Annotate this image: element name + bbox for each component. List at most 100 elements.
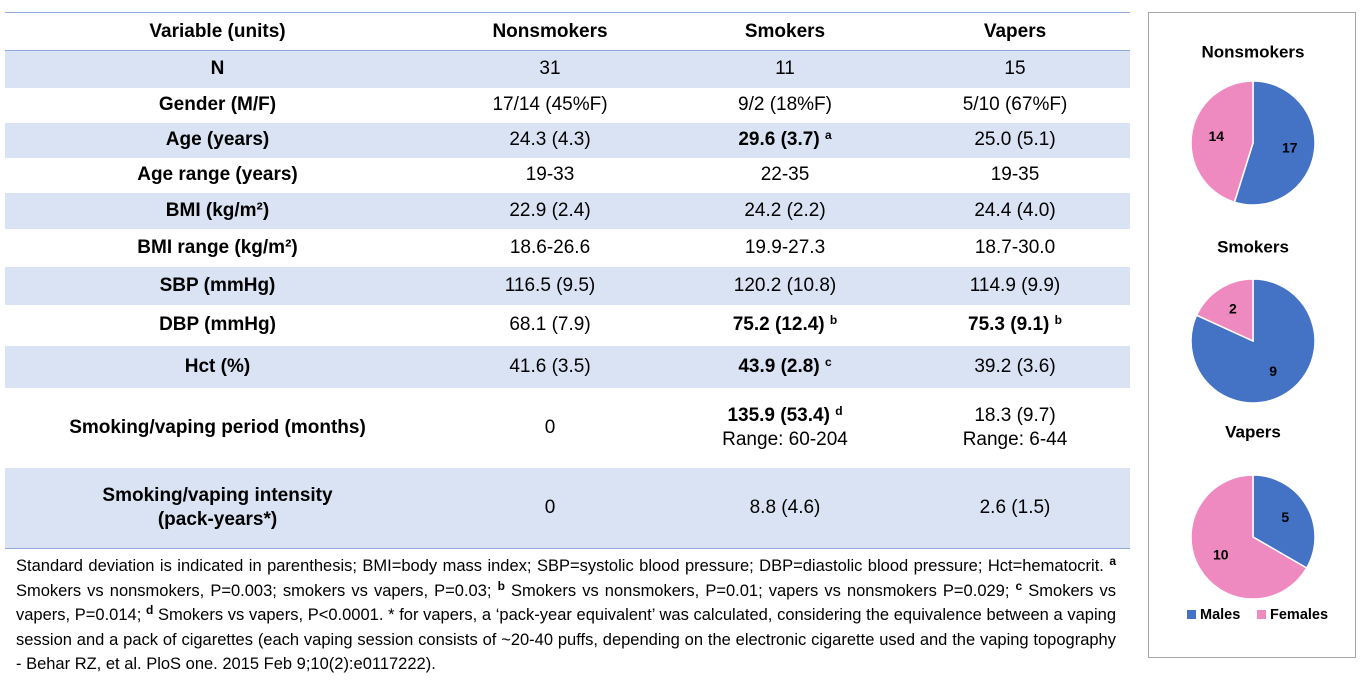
cell-text: 43.9 (2.8) bbox=[738, 355, 820, 377]
slice-label: 9 bbox=[1269, 363, 1277, 379]
pie-slice bbox=[1233, 80, 1316, 206]
pie-slice bbox=[1190, 474, 1308, 600]
header-text: Nonsmokers bbox=[492, 20, 608, 42]
table-row: DBP (mmHg) 68.1 (7.9) 75.2 (12.4) b 75.3 (9… bbox=[5, 305, 1130, 346]
cell-text: 29.6 (3.7) bbox=[738, 129, 820, 150]
cell-text: Gender (M/F) bbox=[158, 94, 277, 115]
cell-text: BMI (kg/m²) bbox=[165, 199, 270, 221]
cell: 31 bbox=[430, 50, 670, 88]
cell: 19-33 bbox=[430, 158, 670, 193]
cell-text: 5/10 (67%F) bbox=[962, 94, 1068, 115]
cell: 114.9 (9.9) bbox=[900, 266, 1130, 305]
footnote-text: Standard deviation is indicated in paren… bbox=[16, 557, 1110, 575]
header-text: Smokers bbox=[744, 20, 826, 42]
superscript: d bbox=[835, 403, 843, 418]
cell-text: 9/2 (18%F) bbox=[738, 94, 832, 115]
superscript: b bbox=[1054, 313, 1062, 327]
cell-text: 75.2 (12.4) bbox=[732, 314, 825, 335]
cell-line: Range: 60-204 bbox=[670, 428, 900, 452]
slice-label: 10 bbox=[1213, 546, 1229, 562]
footnote-text: Smokers vs vapers, P=0.014; bbox=[16, 581, 1116, 625]
row-label: Age (years) bbox=[5, 122, 430, 158]
footnote: Standard deviation is indicated in paren… bbox=[16, 554, 1116, 677]
header-cell: Vapers bbox=[900, 12, 1130, 51]
cell-text: 39.2 (3.6) bbox=[974, 355, 1056, 377]
cell-text: 68.1 (7.9) bbox=[509, 314, 591, 335]
row-label: BMI range (kg/m²) bbox=[5, 229, 430, 267]
cell: 18.3 (9.7) Range: 6-44 bbox=[900, 388, 1130, 468]
cell-text: 2.6 (1.5) bbox=[979, 496, 1051, 518]
superscript: b bbox=[497, 578, 505, 593]
pie-title: Nonsmokers bbox=[1202, 42, 1305, 61]
pie-panel: Nonsmokers 17 14 Smokers 9 2 Vapers 5 10 Males Fem… bbox=[1148, 12, 1356, 658]
pie-title: Vapers bbox=[1225, 422, 1281, 441]
footnote-text: Smokers vs vapers, P<0.0001. * for vaper… bbox=[16, 606, 1117, 673]
row-label: BMI (kg/m²) bbox=[5, 192, 430, 229]
slice-label: 17 bbox=[1282, 139, 1298, 155]
cell-text: 17/14 (45%F) bbox=[492, 94, 608, 115]
legend-swatch bbox=[1187, 610, 1196, 619]
cell: 0 bbox=[430, 388, 670, 468]
cell: 0 bbox=[430, 467, 670, 549]
table-row: N 31 11 15 bbox=[5, 50, 1130, 88]
cell-text: 31 bbox=[539, 58, 561, 80]
cell-text: 18.3 (9.7) bbox=[974, 404, 1056, 426]
cell-text: Age range (years) bbox=[137, 164, 298, 185]
pie-slice bbox=[1195, 278, 1254, 343]
cell: 135.9 (53.4) d Range: 60-204 bbox=[670, 388, 900, 468]
cell-line: (pack-years*) bbox=[5, 508, 430, 532]
cell-text: Smoking/vaping period (months) bbox=[69, 416, 366, 438]
cell-text: 0 bbox=[544, 496, 556, 518]
cell-text: 120.2 (10.8) bbox=[733, 274, 837, 296]
cell: 24.2 (2.2) bbox=[670, 192, 900, 229]
cell-text: Range: 6-44 bbox=[962, 428, 1068, 450]
row-label: DBP (mmHg) bbox=[5, 305, 430, 346]
cell-text: SBP (mmHg) bbox=[159, 274, 276, 296]
cell-text: DBP (mmHg) bbox=[159, 314, 276, 335]
header-row: Variable (units) Nonsmokers Smokers Vapers bbox=[5, 12, 1130, 51]
superscript: a bbox=[824, 128, 832, 142]
cell: 41.6 (3.5) bbox=[430, 345, 670, 388]
row-label: Hct (%) bbox=[5, 345, 430, 388]
cell-text: 24.2 (2.2) bbox=[744, 199, 826, 221]
cell: 2.6 (1.5) bbox=[900, 467, 1130, 549]
table-row: BMI (kg/m²) 22.9 (2.4) 24.2 (2.2) 24.4 (4.0… bbox=[5, 192, 1130, 229]
cell: 75.2 (12.4) b bbox=[670, 305, 900, 346]
footnote-text: Smokers vs nonsmokers, P=0.003; smokers … bbox=[16, 581, 498, 600]
table-row: Gender (M/F) 17/14 (45%F) 9/2 (18%F) 5/10 (… bbox=[5, 88, 1130, 123]
superscript: a bbox=[1109, 554, 1116, 568]
superscript: d bbox=[145, 603, 154, 617]
cell-text: 75.3 (9.1) bbox=[968, 314, 1050, 335]
data-table: Variable (units) Nonsmokers Smokers Vapers N… bbox=[5, 12, 1130, 549]
cell-text: 24.3 (4.3) bbox=[509, 129, 591, 150]
cell-text: 22-35 bbox=[760, 164, 810, 185]
cell: 116.5 (9.5) bbox=[430, 266, 670, 305]
cell: 15 bbox=[900, 50, 1130, 88]
row-label: N bbox=[5, 50, 430, 88]
table-row: SBP (mmHg) 116.5 (9.5) 120.2 (10.8) 114.9 (… bbox=[5, 266, 1130, 305]
superscript: c bbox=[824, 354, 832, 369]
pie-charts: Nonsmokers 17 14 Smokers 9 2 Vapers 5 10 Males Fem… bbox=[1187, 42, 1328, 623]
slice-label: 2 bbox=[1229, 300, 1237, 316]
table-row: Age (years) 24.3 (4.3) 29.6 (3.7) a 25.0 (5… bbox=[5, 122, 1130, 158]
row-label: Smoking/vaping period (months) bbox=[5, 388, 430, 468]
cell: 39.2 (3.6) bbox=[900, 345, 1130, 388]
cell-text: Smoking/vaping intensity bbox=[102, 484, 333, 506]
row-label: Age range (years) bbox=[5, 158, 430, 193]
legend-swatch bbox=[1257, 610, 1266, 619]
header-cell: Smokers bbox=[670, 12, 900, 51]
cell-line: 75.2 (12.4) b bbox=[670, 313, 900, 337]
cell-line: 18.3 (9.7) bbox=[900, 404, 1130, 428]
cell-text: 18.6-26.6 bbox=[509, 236, 591, 258]
pie-slice bbox=[1190, 80, 1254, 204]
cell-text: 0 bbox=[544, 416, 556, 438]
cell-text: 135.9 (53.4) bbox=[727, 404, 830, 426]
cell: 5/10 (67%F) bbox=[900, 88, 1130, 123]
cell-text: N bbox=[210, 58, 225, 80]
cell: 75.3 (9.1) b bbox=[900, 305, 1130, 346]
row-label: Smoking/vaping intensity (pack-years*) bbox=[5, 467, 430, 549]
legend-label: Females bbox=[1270, 607, 1328, 623]
table-row: Age range (years) 19-33 22-35 19-35 bbox=[5, 158, 1130, 193]
table-row: Smoking/vaping period (months) 0 135.9 (53… bbox=[5, 388, 1130, 468]
